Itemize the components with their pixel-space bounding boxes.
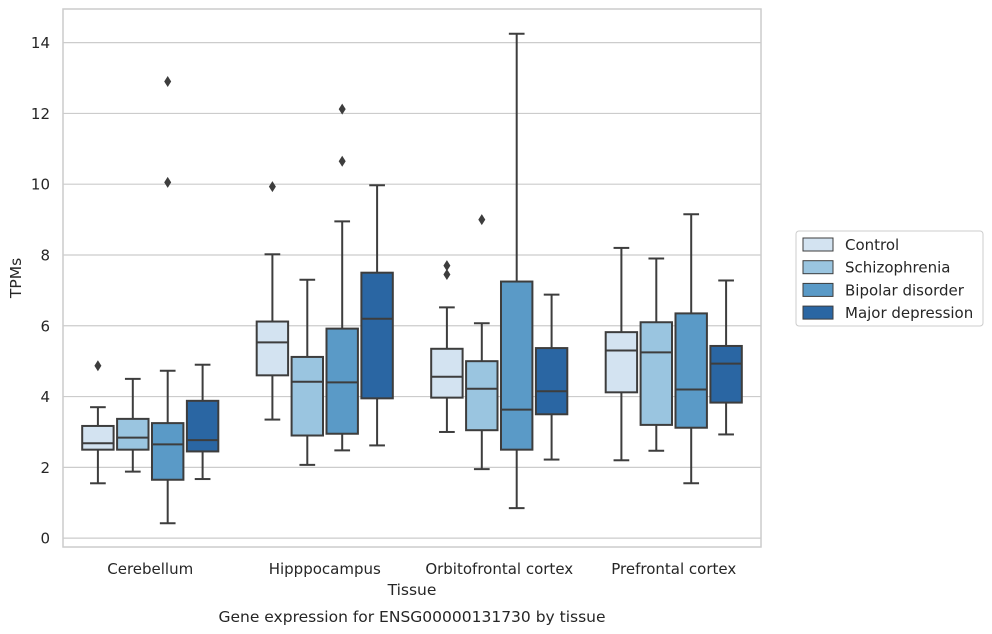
outlier-point (164, 176, 172, 188)
legend-label: Bipolar disorder (845, 281, 965, 299)
legend-label: Schizophrenia (845, 259, 950, 277)
outlier-point (443, 268, 451, 280)
box-iqr (674, 312, 708, 429)
x-axis-label: Tissue (387, 581, 437, 599)
box-group (290, 278, 325, 466)
y-tick-label: 14 (31, 34, 50, 52)
y-tick-label: 0 (40, 530, 50, 548)
outlier-point (338, 155, 346, 167)
x-axis-ticks: Cerebellum Hipppocampus Orbitofrontal cort… (107, 560, 736, 578)
y-tick-label: 2 (40, 459, 50, 477)
y-tick-label: 10 (31, 176, 50, 194)
box-iqr (116, 417, 150, 451)
y-tick-label: 6 (40, 317, 50, 335)
outlier-point (338, 103, 346, 115)
box-group (150, 76, 185, 525)
box-group (534, 293, 569, 461)
outlier-point (443, 260, 451, 272)
box-iqr (81, 424, 115, 451)
legend-label: Control (845, 236, 899, 254)
outlier-point (268, 181, 276, 193)
y-tick-label: 8 (40, 246, 50, 264)
box-group (639, 257, 674, 452)
legend-swatch (802, 237, 834, 252)
box-iqr (604, 331, 639, 394)
outlier-point (164, 76, 172, 88)
box-iqr (185, 399, 220, 453)
box-group (185, 363, 220, 481)
box-group (116, 377, 150, 473)
box-group (360, 184, 394, 447)
box-iqr (290, 355, 325, 437)
y-axis-label: TPMs (7, 258, 25, 299)
box-iqr (534, 347, 569, 416)
y-axis-ticks: 0 2 4 6 8 10 12 14 (31, 34, 50, 548)
box-group (674, 213, 708, 485)
box-iqr (709, 344, 743, 404)
plot-area-frame (62, 8, 762, 548)
box-iqr (150, 422, 185, 481)
legend-label: Major depression (845, 304, 973, 322)
legend-frame (795, 230, 984, 327)
box-group (499, 32, 534, 510)
outlier-point (478, 214, 486, 226)
box-iqr (325, 327, 359, 435)
box-iqr (360, 271, 394, 400)
box-iqr (465, 360, 499, 432)
box-group (709, 279, 743, 436)
outlier-point (94, 360, 102, 372)
legend-swatch (802, 305, 834, 320)
box-iqr (430, 347, 464, 399)
y-tick-label: 4 (40, 388, 50, 406)
x-tick-label: Prefrontal cortex (611, 560, 736, 578)
chart-caption: Gene expression for ENSG00000131730 by t… (218, 608, 605, 626)
x-tick-label: Cerebellum (107, 560, 193, 578)
legend-swatch (802, 282, 834, 297)
box-iqr (639, 321, 674, 426)
boxplot-marks (81, 32, 743, 525)
box-group (465, 214, 499, 471)
box-iqr (255, 320, 290, 377)
legend: Control Schizophrenia Bipolar disorder Majo… (795, 230, 984, 327)
box-iqr (499, 280, 534, 451)
x-tick-label: Orbitofrontal cortex (425, 560, 573, 578)
x-tick-label: Hipppocampus (269, 560, 381, 578)
box-group (430, 260, 464, 433)
box-group (325, 103, 359, 452)
box-group (81, 360, 115, 485)
box-group (604, 246, 639, 462)
box-group (255, 181, 290, 421)
legend-swatch (802, 260, 834, 275)
y-tick-label: 12 (31, 105, 50, 123)
